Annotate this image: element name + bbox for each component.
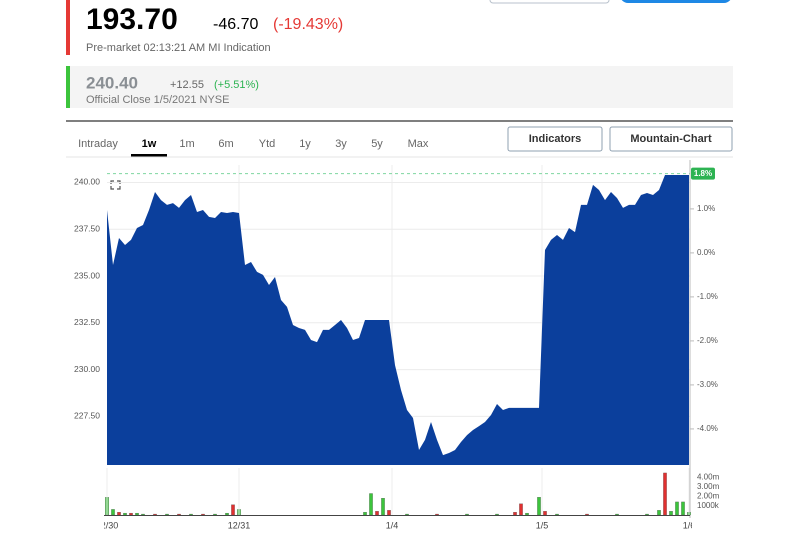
y-tick-label: 3.00m: [697, 482, 720, 491]
volume-bar: [153, 513, 157, 516]
button-label[interactable]: Indicators: [529, 133, 582, 145]
y-tick-label: 237.50: [74, 224, 100, 234]
volume-bar: [669, 511, 673, 516]
tab-underline: [131, 154, 167, 157]
y2-tick-label: 0.0%: [697, 248, 715, 257]
change-pct: (-19.43%): [273, 16, 343, 33]
volume-bar: [519, 503, 523, 516]
volume-bar: [381, 498, 385, 516]
x-tick-label: 1/4: [386, 520, 399, 530]
y2-tick-label: -2.0%: [697, 336, 718, 345]
volume-bar: [513, 512, 517, 516]
accent-bar: [66, 66, 70, 108]
volume-bar: [663, 472, 667, 516]
x-tick-label: 12/30: [96, 520, 119, 530]
note: Pre-market 02:13:21 AM MI Indication: [86, 42, 271, 54]
y2-tick-label: -1.0%: [697, 292, 718, 301]
volume-bar: [231, 504, 235, 516]
volume-bar: [555, 513, 559, 516]
volume-bar: [117, 512, 121, 516]
tab[interactable]: 5y: [371, 138, 383, 150]
volume-bar: [111, 509, 115, 516]
button-label[interactable]: Mountain-Chart: [630, 133, 712, 145]
tab[interactable]: 1y: [299, 138, 311, 150]
last-label: 1.8%: [694, 169, 712, 178]
volume-bar: [375, 511, 379, 516]
accent-bar: [66, 0, 70, 55]
volume-bar: [435, 513, 439, 516]
volume-bar: [141, 513, 145, 516]
volume-bar: [585, 513, 589, 516]
tab[interactable]: 6m: [218, 138, 233, 150]
volume-bar: [615, 513, 619, 516]
tab[interactable]: Ytd: [259, 138, 276, 150]
close-change-pct: (+5.51%): [214, 79, 259, 91]
x-tick-label: 1/6: [683, 520, 696, 530]
y-tick-label: 232.50: [74, 317, 100, 327]
volume-bar: [681, 501, 685, 516]
tab[interactable]: Max: [408, 138, 429, 150]
tab[interactable]: 1w: [142, 138, 157, 150]
last-badge: [691, 167, 715, 180]
y-tick-label: 1000k: [697, 501, 720, 510]
volume-bar: [225, 512, 229, 516]
y-tick-label: 230.00: [74, 364, 100, 374]
y2-tick-label: -4.0%: [697, 424, 718, 433]
y-tick-label: 240.00: [74, 177, 100, 187]
volume-bar: [645, 513, 649, 516]
y-tick-label: 227.50: [74, 411, 100, 421]
volume-bar: [177, 513, 181, 516]
y-tick-label: 4.00m: [697, 473, 720, 482]
price: 193.70: [86, 3, 178, 36]
volume-bar: [135, 512, 139, 516]
volume-bar: [123, 512, 127, 516]
volume-bar: [675, 501, 679, 516]
volume-bar: [465, 513, 469, 516]
y2-tick-label: -3.0%: [697, 380, 718, 389]
y2-tick-label: 1.0%: [697, 204, 715, 213]
tab[interactable]: 3y: [335, 138, 347, 150]
close-change: +12.55: [170, 79, 204, 91]
change: -46.70: [213, 16, 258, 33]
x-tick-label: 12/31: [228, 520, 251, 530]
volume-bar: [525, 512, 529, 516]
top-button[interactable]: [489, 0, 610, 4]
volume-bar: [369, 493, 373, 516]
volume-bar: [165, 513, 169, 516]
volume-bar: [657, 510, 661, 516]
volume-bar: [129, 512, 133, 516]
volume-bar: [537, 497, 541, 516]
volume-bar: [543, 511, 547, 516]
tab[interactable]: 1m: [179, 138, 194, 150]
volume-bar: [213, 513, 217, 516]
volume-bar: [363, 512, 367, 516]
volume-bar: [405, 513, 409, 516]
fullscreen-icon[interactable]: [110, 180, 121, 190]
volume-bar: [495, 513, 499, 516]
button[interactable]: [609, 126, 733, 152]
tab[interactable]: Intraday: [78, 138, 118, 150]
close-note: Official Close 1/5/2021 NYSE: [86, 94, 229, 106]
x-tick-label: 1/5: [536, 520, 549, 530]
close-box: [66, 66, 733, 108]
y-tick-label: 235.00: [74, 270, 100, 280]
y-tick-label: 2.00m: [697, 491, 720, 500]
volume-clip: 12/30 12/31 1/4 1/5 1/6: [96, 472, 696, 530]
volume-bar: [387, 510, 391, 516]
top-button[interactable]: [620, 0, 732, 3]
button[interactable]: [507, 126, 603, 152]
price-area: [107, 175, 689, 465]
volume-bar: [189, 513, 193, 516]
volume-bar: [201, 513, 205, 516]
close-price: 240.40: [86, 73, 138, 92]
